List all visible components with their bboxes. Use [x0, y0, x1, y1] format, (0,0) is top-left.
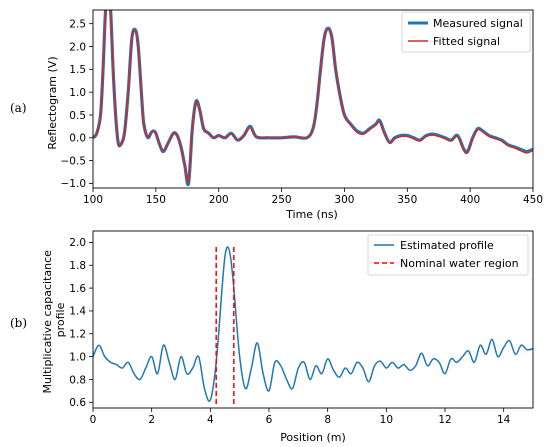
y-tick-label: 1.4	[69, 306, 86, 318]
x-tick-label: 200	[209, 194, 229, 206]
panel-series-group	[93, 10, 533, 187]
x-tick-label: 100	[83, 194, 103, 206]
y-tick-label: 1.6	[69, 283, 86, 295]
x-tick-label: 14	[497, 414, 511, 426]
legend-label-estimated: Estimated profile	[400, 239, 494, 252]
plot-frame	[92, 230, 534, 409]
panel-a-legend: Measured signal Fitted signal	[401, 11, 531, 53]
panel-b-legend: Estimated profile Nominal water region	[367, 234, 529, 276]
panel-series-group	[93, 246, 533, 405]
y-tick-label: −0.5	[61, 155, 87, 167]
y-tick-label: 1.0	[69, 351, 86, 363]
x-tick-label: 4	[207, 414, 214, 426]
panel-a-legend-box	[401, 11, 531, 53]
y-tick-label: 1.2	[69, 329, 86, 341]
y-tick-label: 2.0	[69, 41, 86, 53]
x-tick-label: 400	[460, 194, 480, 206]
panel-label-b: (b)	[10, 316, 27, 330]
x-tick-label: 0	[90, 414, 97, 426]
y-tick-label: 1.5	[69, 64, 86, 76]
panel-label-a: (a)	[10, 101, 27, 115]
panel-b-y-ticks: 0.6 0.8 1.0 1.2 1.4 1.6 1.8 2.0	[69, 237, 93, 409]
x-tick-label: 12	[438, 414, 451, 426]
series-line-estimated-profile	[93, 246, 533, 402]
panel-b-legend-box	[367, 234, 529, 276]
series-line-fitted-signal	[93, 10, 533, 184]
x-tick-label: 300	[334, 194, 354, 206]
panel-a: (a) 100 150 200 250 300 350 400 450 −1.0 −0.5 0.0…	[10, 9, 543, 221]
x-tick-label: 350	[397, 194, 417, 206]
x-tick-label: 10	[380, 414, 393, 426]
panel-b-y-axis-label-line2: profile	[54, 302, 67, 337]
y-tick-label: 2.0	[69, 237, 86, 249]
x-tick-label: 8	[324, 414, 331, 426]
x-tick-label: 250	[272, 194, 292, 206]
y-tick-label: 0.6	[69, 397, 86, 409]
panel-a-y-ticks: −1.0 −0.5 0.0 0.5 1.0 1.5 2.0 2.5	[61, 18, 93, 190]
y-tick-label: 1.0	[69, 87, 86, 99]
panel-a-plot-area	[92, 9, 534, 189]
x-tick-label: 450	[523, 194, 543, 206]
x-tick-label: 150	[146, 194, 166, 206]
panel-b-x-axis-label: Position (m)	[280, 431, 346, 444]
y-tick-label: −1.0	[61, 178, 87, 190]
y-tick-label: 0.8	[69, 374, 86, 386]
legend-label-fitted: Fitted signal	[433, 35, 500, 48]
panel-b-y-axis-label-line1: Multiplicative capacitance	[41, 250, 54, 394]
y-tick-label: 1.8	[69, 260, 86, 272]
panel-a-x-ticks: 100 150 200 250 300 350 400 450	[83, 188, 543, 206]
y-tick-label: 2.5	[69, 18, 86, 30]
panel-b: (b) 0 2 4 6 8 10 12 14 0.6 0.8 1.0 1.2 1.4 1.6 1.8 2.0…	[10, 230, 534, 444]
panel-b-y-axis-label: Multiplicative capacitance profile	[41, 247, 67, 394]
panel-a-y-axis-label: Reflectogram (V)	[46, 56, 59, 149]
x-tick-label: 6	[266, 414, 273, 426]
panel-a-x-axis-label: Time (ns)	[285, 208, 338, 221]
legend-label-measured: Measured signal	[433, 17, 523, 30]
y-tick-label: 0.0	[69, 133, 86, 145]
plot-frame	[92, 9, 534, 189]
panel-b-x-ticks: 0 2 4 6 8 10 12 14	[90, 408, 511, 426]
legend-label-water: Nominal water region	[400, 257, 519, 270]
panel-b-plot-area	[92, 230, 534, 409]
y-tick-label: 0.5	[69, 110, 86, 122]
x-tick-label: 2	[148, 414, 155, 426]
